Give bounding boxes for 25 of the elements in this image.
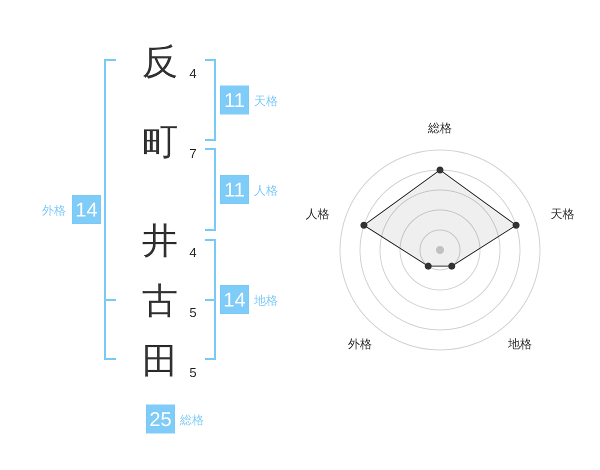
- spoke-label: 総格: [427, 121, 452, 135]
- text: 天格: [254, 94, 278, 108]
- data-label: 5: [189, 305, 197, 320]
- text: 外格: [42, 204, 66, 218]
- data-label: 4: [189, 245, 197, 260]
- text: 総格: [179, 413, 204, 427]
- data-label: 5: [189, 365, 197, 380]
- text: 11: [224, 90, 245, 112]
- text: 地格: [253, 294, 278, 308]
- data-label: 4: [189, 66, 197, 81]
- spoke-label: 地格: [507, 336, 532, 351]
- category-label: 井: [142, 220, 178, 261]
- text: 11: [224, 180, 245, 202]
- text: 人格: [254, 184, 278, 198]
- category-label: 古: [142, 280, 178, 321]
- spoke-label: 外格: [348, 336, 372, 351]
- category-label: 町: [142, 121, 178, 162]
- spoke-label: 人格: [306, 207, 330, 222]
- text: 14: [223, 290, 246, 312]
- category-label: 田: [142, 340, 178, 381]
- text: 14: [75, 200, 98, 222]
- text: 25: [149, 409, 172, 431]
- category-label: 反: [142, 41, 178, 82]
- spoke-label: 天格: [550, 207, 574, 222]
- data-label: 7: [189, 146, 197, 161]
